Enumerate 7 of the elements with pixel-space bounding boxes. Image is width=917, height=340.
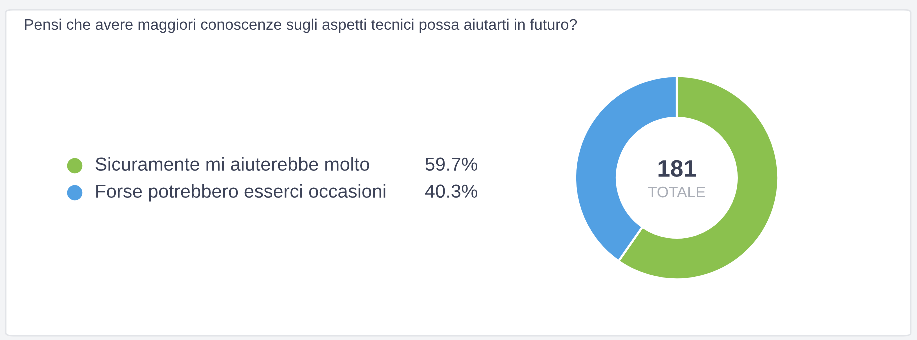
legend-label: Sicuramente mi aiuterebbe molto	[96, 157, 370, 172]
legend-label: Forse potrebbero esserci occasioni	[96, 184, 386, 202]
data-label: 40.3%	[425, 184, 478, 198]
text: TOTALE	[648, 186, 706, 198]
chart-title: Pensi che avere maggiori conoscenze sugli aspetti tecnici possa aiutarti in futuro?	[25, 18, 578, 34]
data-label: 59.7%	[426, 158, 478, 172]
text: 181	[658, 160, 696, 178]
